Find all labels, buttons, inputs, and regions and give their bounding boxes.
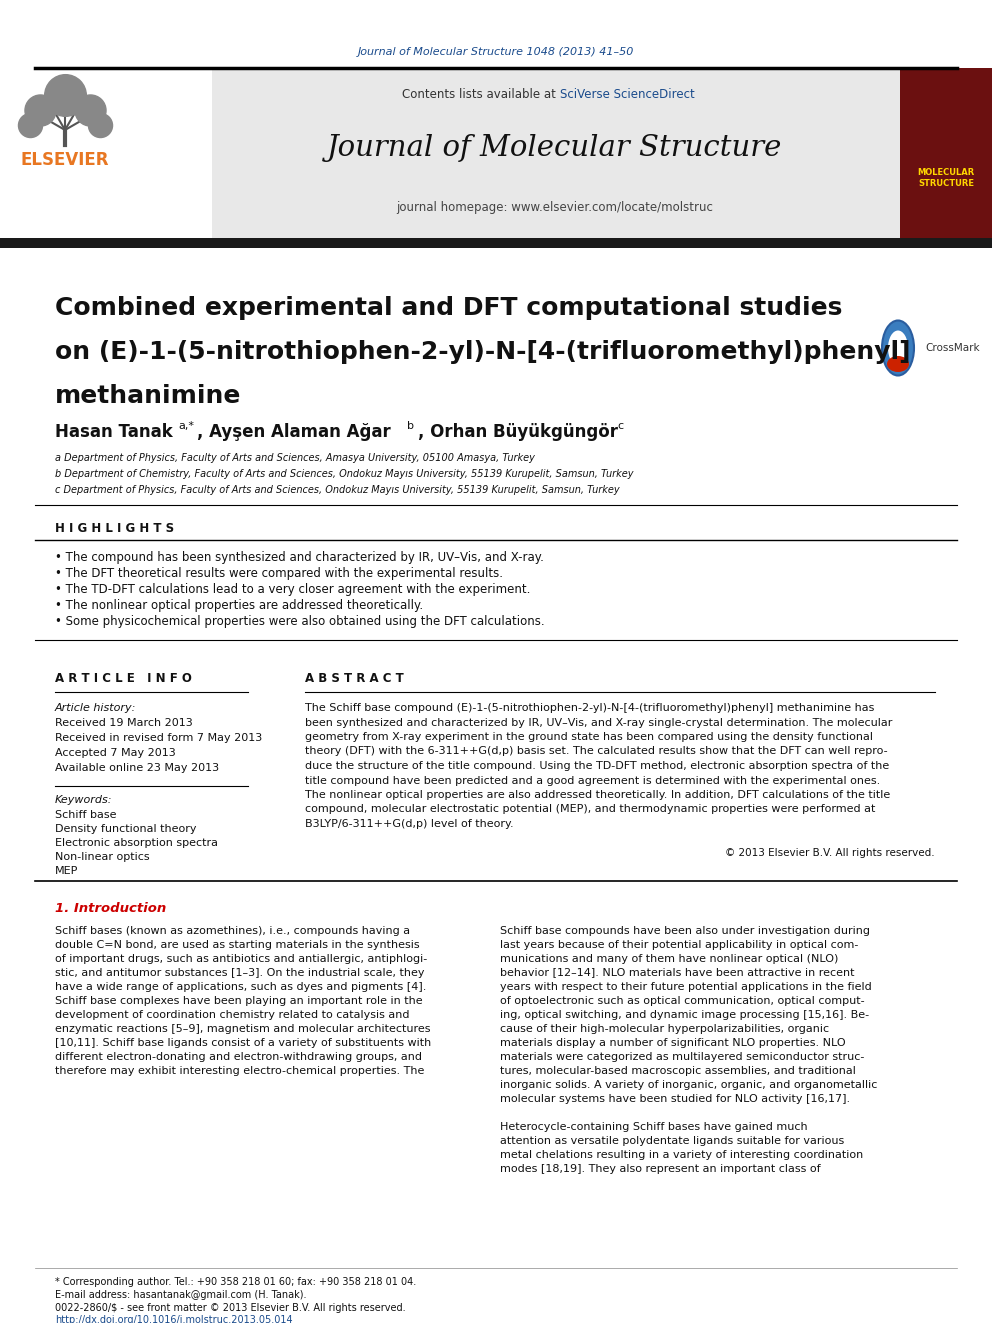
Point: [82, 99, 98, 120]
Ellipse shape: [887, 356, 909, 372]
Text: behavior [12–14]. NLO materials have been attractive in recent: behavior [12–14]. NLO materials have bee…: [500, 967, 854, 978]
Ellipse shape: [882, 320, 914, 376]
Text: Article history:: Article history:: [55, 703, 136, 713]
Text: double C=N bond, are used as starting materials in the synthesis: double C=N bond, are used as starting ma…: [55, 939, 420, 950]
Text: SciVerse ScienceDirect: SciVerse ScienceDirect: [560, 89, 694, 102]
Text: , Ayşen Alaman Ağar: , Ayşen Alaman Ağar: [197, 423, 391, 441]
Text: metal chelations resulting in a variety of interesting coordination: metal chelations resulting in a variety …: [500, 1150, 863, 1159]
FancyBboxPatch shape: [0, 67, 992, 245]
Text: Journal of Molecular Structure 1048 (2013) 41–50: Journal of Molecular Structure 1048 (201…: [358, 48, 634, 57]
Point: [22, 114, 38, 135]
Text: molecular systems have been studied for NLO activity [16,17].: molecular systems have been studied for …: [500, 1094, 850, 1103]
Text: * Corresponding author. Tel.: +90 358 218 01 60; fax: +90 358 218 01 04.: * Corresponding author. Tel.: +90 358 21…: [55, 1277, 417, 1287]
Text: last years because of their potential applicability in optical com-: last years because of their potential ap…: [500, 939, 858, 950]
Text: • The DFT theoretical results were compared with the experimental results.: • The DFT theoretical results were compa…: [55, 568, 503, 581]
Text: a,*: a,*: [178, 421, 194, 431]
Text: on (E)-1-(5-nitrothiophen-2-yl)-N-[4-(trifluoromethyl)phenyl]: on (E)-1-(5-nitrothiophen-2-yl)-N-[4-(tr…: [55, 340, 911, 364]
Text: MEP: MEP: [55, 867, 78, 876]
Text: Electronic absorption spectra: Electronic absorption spectra: [55, 837, 218, 848]
Text: Combined experimental and DFT computational studies: Combined experimental and DFT computatio…: [55, 296, 842, 320]
Text: 0022-2860/$ - see front matter © 2013 Elsevier B.V. All rights reserved.: 0022-2860/$ - see front matter © 2013 El…: [55, 1303, 406, 1312]
Text: , Orhan Büyükgüngör: , Orhan Büyükgüngör: [418, 423, 618, 441]
Text: Accepted 7 May 2013: Accepted 7 May 2013: [55, 747, 176, 758]
Text: The nonlinear optical properties are also addressed theoretically. In addition, : The nonlinear optical properties are als…: [305, 790, 890, 800]
Text: development of coordination chemistry related to catalysis and: development of coordination chemistry re…: [55, 1009, 410, 1020]
Text: tures, molecular-based macroscopic assemblies, and traditional: tures, molecular-based macroscopic assem…: [500, 1065, 856, 1076]
Text: Hasan Tanak: Hasan Tanak: [55, 423, 173, 441]
Text: c Department of Physics, Faculty of Arts and Sciences, Ondokuz Mayıs University,: c Department of Physics, Faculty of Arts…: [55, 486, 620, 495]
Point: [58, 85, 73, 106]
Text: enzymatic reactions [5–9], magnetism and molecular architectures: enzymatic reactions [5–9], magnetism and…: [55, 1024, 431, 1033]
Text: 1. Introduction: 1. Introduction: [55, 902, 167, 916]
Text: © 2013 Elsevier B.V. All rights reserved.: © 2013 Elsevier B.V. All rights reserved…: [725, 848, 935, 857]
Text: duce the structure of the title compound. Using the TD-DFT method, electronic ab: duce the structure of the title compound…: [305, 761, 889, 771]
Text: Non-linear optics: Non-linear optics: [55, 852, 150, 863]
Text: geometry from X-ray experiment in the ground state has been compared using the d: geometry from X-ray experiment in the gr…: [305, 732, 873, 742]
Text: of optoelectronic such as optical communication, optical comput-: of optoelectronic such as optical commun…: [500, 995, 865, 1005]
Text: A R T I C L E   I N F O: A R T I C L E I N F O: [55, 672, 191, 684]
Text: different electron-donating and electron-withdrawing groups, and: different electron-donating and electron…: [55, 1052, 422, 1061]
Text: have a wide range of applications, such as dyes and pigments [4].: have a wide range of applications, such …: [55, 982, 427, 991]
Text: inorganic solids. A variety of inorganic, organic, and organometallic: inorganic solids. A variety of inorganic…: [500, 1080, 877, 1090]
Text: theory (DFT) with the 6-311++G(d,p) basis set. The calculated results show that : theory (DFT) with the 6-311++G(d,p) basi…: [305, 746, 888, 757]
Text: stic, and antitumor substances [1–3]. On the industrial scale, they: stic, and antitumor substances [1–3]. On…: [55, 967, 425, 978]
Text: Received 19 March 2013: Received 19 March 2013: [55, 718, 192, 728]
Point: [92, 114, 108, 135]
Text: modes [18,19]. They also represent an important class of: modes [18,19]. They also represent an im…: [500, 1163, 820, 1174]
Text: • The TD-DFT calculations lead to a very closer agreement with the experiment.: • The TD-DFT calculations lead to a very…: [55, 583, 531, 597]
Text: been synthesized and characterized by IR, UV–Vis, and X-ray single-crystal deter: been synthesized and characterized by IR…: [305, 717, 893, 728]
Text: cause of their high-molecular hyperpolarizabilities, organic: cause of their high-molecular hyperpolar…: [500, 1024, 829, 1033]
Text: MOLECULAR
STRUCTURE: MOLECULAR STRUCTURE: [918, 168, 974, 188]
Text: [10,11]. Schiff base ligands consist of a variety of substituents with: [10,11]. Schiff base ligands consist of …: [55, 1037, 432, 1048]
Point: [32, 99, 48, 120]
Text: E-mail address: hasantanak@gmail.com (H. Tanak).: E-mail address: hasantanak@gmail.com (H.…: [55, 1290, 307, 1301]
FancyBboxPatch shape: [0, 238, 992, 247]
Text: • Some physicochemical properties were also obtained using the DFT calculations.: • Some physicochemical properties were a…: [55, 615, 545, 628]
Text: attention as versatile polydentate ligands suitable for various: attention as versatile polydentate ligan…: [500, 1135, 844, 1146]
Text: Keywords:: Keywords:: [55, 795, 112, 804]
FancyBboxPatch shape: [900, 67, 992, 245]
Text: • The compound has been synthesized and characterized by IR, UV–Vis, and X-ray.: • The compound has been synthesized and …: [55, 552, 544, 565]
Text: The Schiff base compound (E)-1-(5-nitrothiophen-2-yl)-N-[4-(trifluoromethyl)phen: The Schiff base compound (E)-1-(5-nitrot…: [305, 703, 874, 713]
Text: Heterocycle-containing Schiff bases have gained much: Heterocycle-containing Schiff bases have…: [500, 1122, 807, 1131]
Text: Schiff bases (known as azomethines), i.e., compounds having a: Schiff bases (known as azomethines), i.e…: [55, 926, 410, 935]
Text: Schiff base: Schiff base: [55, 810, 116, 820]
Text: Schiff base complexes have been playing an important role in the: Schiff base complexes have been playing …: [55, 995, 423, 1005]
Text: Contents lists available at: Contents lists available at: [403, 89, 560, 102]
Text: a Department of Physics, Faculty of Arts and Sciences, Amasya University, 05100 : a Department of Physics, Faculty of Arts…: [55, 452, 535, 463]
FancyBboxPatch shape: [0, 67, 212, 245]
Text: ing, optical switching, and dynamic image processing [15,16]. Be-: ing, optical switching, and dynamic imag…: [500, 1009, 869, 1020]
Text: H I G H L I G H T S: H I G H L I G H T S: [55, 521, 175, 534]
Text: Density functional theory: Density functional theory: [55, 824, 196, 833]
Text: materials were categorized as multilayered semiconductor struc-: materials were categorized as multilayer…: [500, 1052, 864, 1061]
Text: years with respect to their future potential applications in the field: years with respect to their future poten…: [500, 982, 872, 991]
Text: compound, molecular electrostatic potential (MEP), and thermodynamic properties : compound, molecular electrostatic potent…: [305, 804, 875, 815]
Text: Received in revised form 7 May 2013: Received in revised form 7 May 2013: [55, 733, 262, 744]
Text: title compound have been predicted and a good agreement is determined with the e: title compound have been predicted and a…: [305, 775, 880, 786]
Text: Schiff base compounds have been also under investigation during: Schiff base compounds have been also und…: [500, 926, 870, 935]
Text: B3LYP/6-311++G(d,p) level of theory.: B3LYP/6-311++G(d,p) level of theory.: [305, 819, 514, 830]
Text: ELSEVIER: ELSEVIER: [21, 151, 109, 169]
Text: materials display a number of significant NLO properties. NLO: materials display a number of significan…: [500, 1037, 845, 1048]
Text: CrossMark: CrossMark: [925, 343, 980, 353]
Text: • The nonlinear optical properties are addressed theoretically.: • The nonlinear optical properties are a…: [55, 599, 424, 613]
Text: Available online 23 May 2013: Available online 23 May 2013: [55, 763, 219, 773]
Text: journal homepage: www.elsevier.com/locate/molstruc: journal homepage: www.elsevier.com/locat…: [397, 201, 713, 214]
Text: methanimine: methanimine: [55, 384, 241, 407]
Ellipse shape: [888, 331, 908, 365]
Text: munications and many of them have nonlinear optical (NLO): munications and many of them have nonlin…: [500, 954, 838, 963]
Text: http://dx.doi.org/10.1016/j.molstruc.2013.05.014: http://dx.doi.org/10.1016/j.molstruc.201…: [55, 1315, 293, 1323]
Text: b: b: [407, 421, 414, 431]
Text: therefore may exhibit interesting electro-chemical properties. The: therefore may exhibit interesting electr…: [55, 1065, 425, 1076]
Text: b Department of Chemistry, Faculty of Arts and Sciences, Ondokuz Mayıs Universit: b Department of Chemistry, Faculty of Ar…: [55, 468, 634, 479]
Text: c: c: [617, 421, 623, 431]
Text: Journal of Molecular Structure: Journal of Molecular Structure: [327, 134, 783, 161]
Text: of important drugs, such as antibiotics and antiallergic, antiphlogi-: of important drugs, such as antibiotics …: [55, 954, 428, 963]
Text: A B S T R A C T: A B S T R A C T: [305, 672, 404, 684]
